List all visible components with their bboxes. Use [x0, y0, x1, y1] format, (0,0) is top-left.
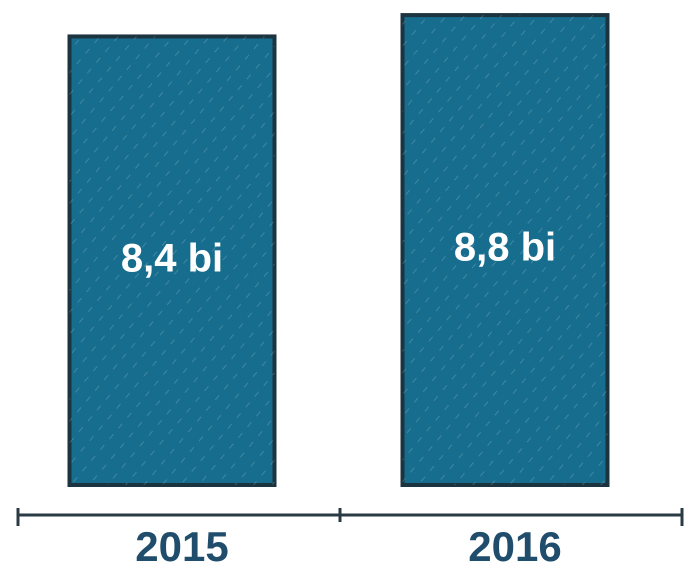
- bar-texture: [69, 36, 275, 485]
- value-label: 8,8 bi: [454, 226, 556, 270]
- bar-texture: [402, 15, 608, 486]
- x-tick-label: 2016: [468, 523, 561, 570]
- value-label: 8,4 bi: [121, 236, 223, 280]
- x-tick-label: 2015: [135, 523, 228, 570]
